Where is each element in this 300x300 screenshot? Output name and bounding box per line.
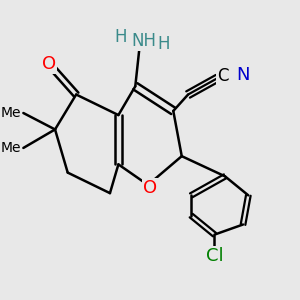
Text: Cl: Cl — [206, 247, 223, 265]
Text: C: C — [217, 67, 229, 85]
Text: H: H — [114, 28, 127, 46]
Text: O: O — [143, 179, 157, 197]
Text: NH: NH — [131, 32, 156, 50]
Text: N: N — [236, 66, 250, 84]
Text: H: H — [158, 35, 170, 53]
Text: Me: Me — [1, 106, 21, 120]
Text: Me: Me — [1, 141, 21, 155]
Text: O: O — [42, 55, 56, 73]
